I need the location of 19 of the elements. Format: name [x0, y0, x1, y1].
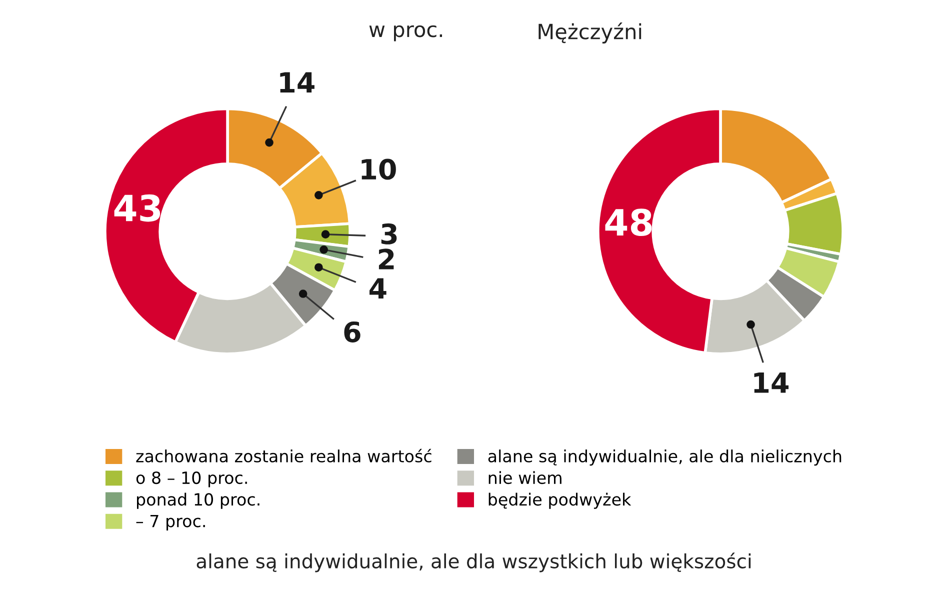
text: w proc.	[369, 25, 442, 42]
data-label: 14	[280, 72, 314, 93]
data-label: 43	[114, 194, 160, 222]
legend-label: – 7 proc.	[136, 514, 205, 531]
chart-title: Mężczyźni	[538, 22, 642, 44]
legend-label: zachowana zostanie realna wartość	[136, 448, 432, 462]
legend-label: alane są indywidualnie, ale dla nielicznych	[488, 450, 842, 466]
legend-label: nie wiem	[488, 471, 562, 484]
data-label: 14	[754, 372, 789, 393]
data-label: 4	[370, 278, 386, 298]
legend-label: będzie podwyżek	[488, 492, 632, 509]
legend-label: ponad 10 proc.	[137, 492, 260, 509]
data-label: 10	[362, 158, 396, 180]
data-label: 48	[605, 208, 652, 236]
data-label: 2	[378, 248, 394, 270]
legend-label: o 8 – 10 proc.	[136, 471, 247, 488]
data-label: 6	[344, 321, 360, 342]
text: alane są indywidualnie, ale dla wszystkich lub większości	[196, 552, 751, 572]
data-label: 3	[381, 223, 397, 244]
